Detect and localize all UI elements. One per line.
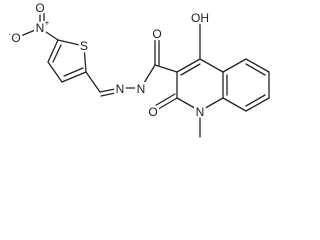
bond bbox=[52, 44, 62, 63]
bond bbox=[245, 63, 266, 76]
atom-label: N bbox=[196, 105, 205, 119]
bond bbox=[180, 63, 201, 76]
atom-label: N bbox=[137, 82, 146, 96]
bond bbox=[63, 67, 84, 77]
atom-charge: - bbox=[9, 30, 12, 39]
atom-label: S bbox=[80, 39, 88, 53]
bond bbox=[152, 93, 176, 108]
bond bbox=[199, 97, 224, 112]
bond bbox=[222, 58, 247, 73]
atom-label: O bbox=[11, 31, 20, 45]
bond bbox=[245, 94, 266, 107]
atom-label: OH bbox=[191, 11, 209, 25]
atom-label: N bbox=[116, 82, 125, 96]
bond bbox=[15, 27, 41, 39]
atom-charge: + bbox=[45, 19, 50, 28]
bond bbox=[85, 71, 101, 93]
bond bbox=[61, 71, 87, 83]
bond bbox=[176, 58, 201, 73]
bond bbox=[176, 97, 201, 112]
bond bbox=[39, 27, 59, 41]
bond bbox=[47, 61, 63, 83]
bond bbox=[245, 58, 270, 73]
bond bbox=[199, 58, 224, 73]
bond bbox=[47, 39, 59, 63]
bond bbox=[57, 39, 85, 47]
structure-diagram: O N + - O S N N O OH O N bbox=[7, 0, 270, 138]
bond bbox=[154, 64, 178, 73]
atom-label: O bbox=[35, 1, 44, 15]
bond bbox=[100, 91, 121, 97]
bond bbox=[245, 97, 270, 112]
atom-label: O bbox=[148, 105, 157, 119]
atom-label: N bbox=[36, 21, 45, 35]
bond bbox=[222, 97, 247, 112]
bond bbox=[154, 97, 178, 112]
bond bbox=[99, 87, 121, 93]
atom-labels: O N + - O S N N O OH O N bbox=[7, 0, 211, 122]
bond bbox=[83, 45, 87, 73]
bonds bbox=[15, 7, 270, 138]
atom-label: O bbox=[152, 27, 161, 41]
bond bbox=[140, 64, 156, 89]
